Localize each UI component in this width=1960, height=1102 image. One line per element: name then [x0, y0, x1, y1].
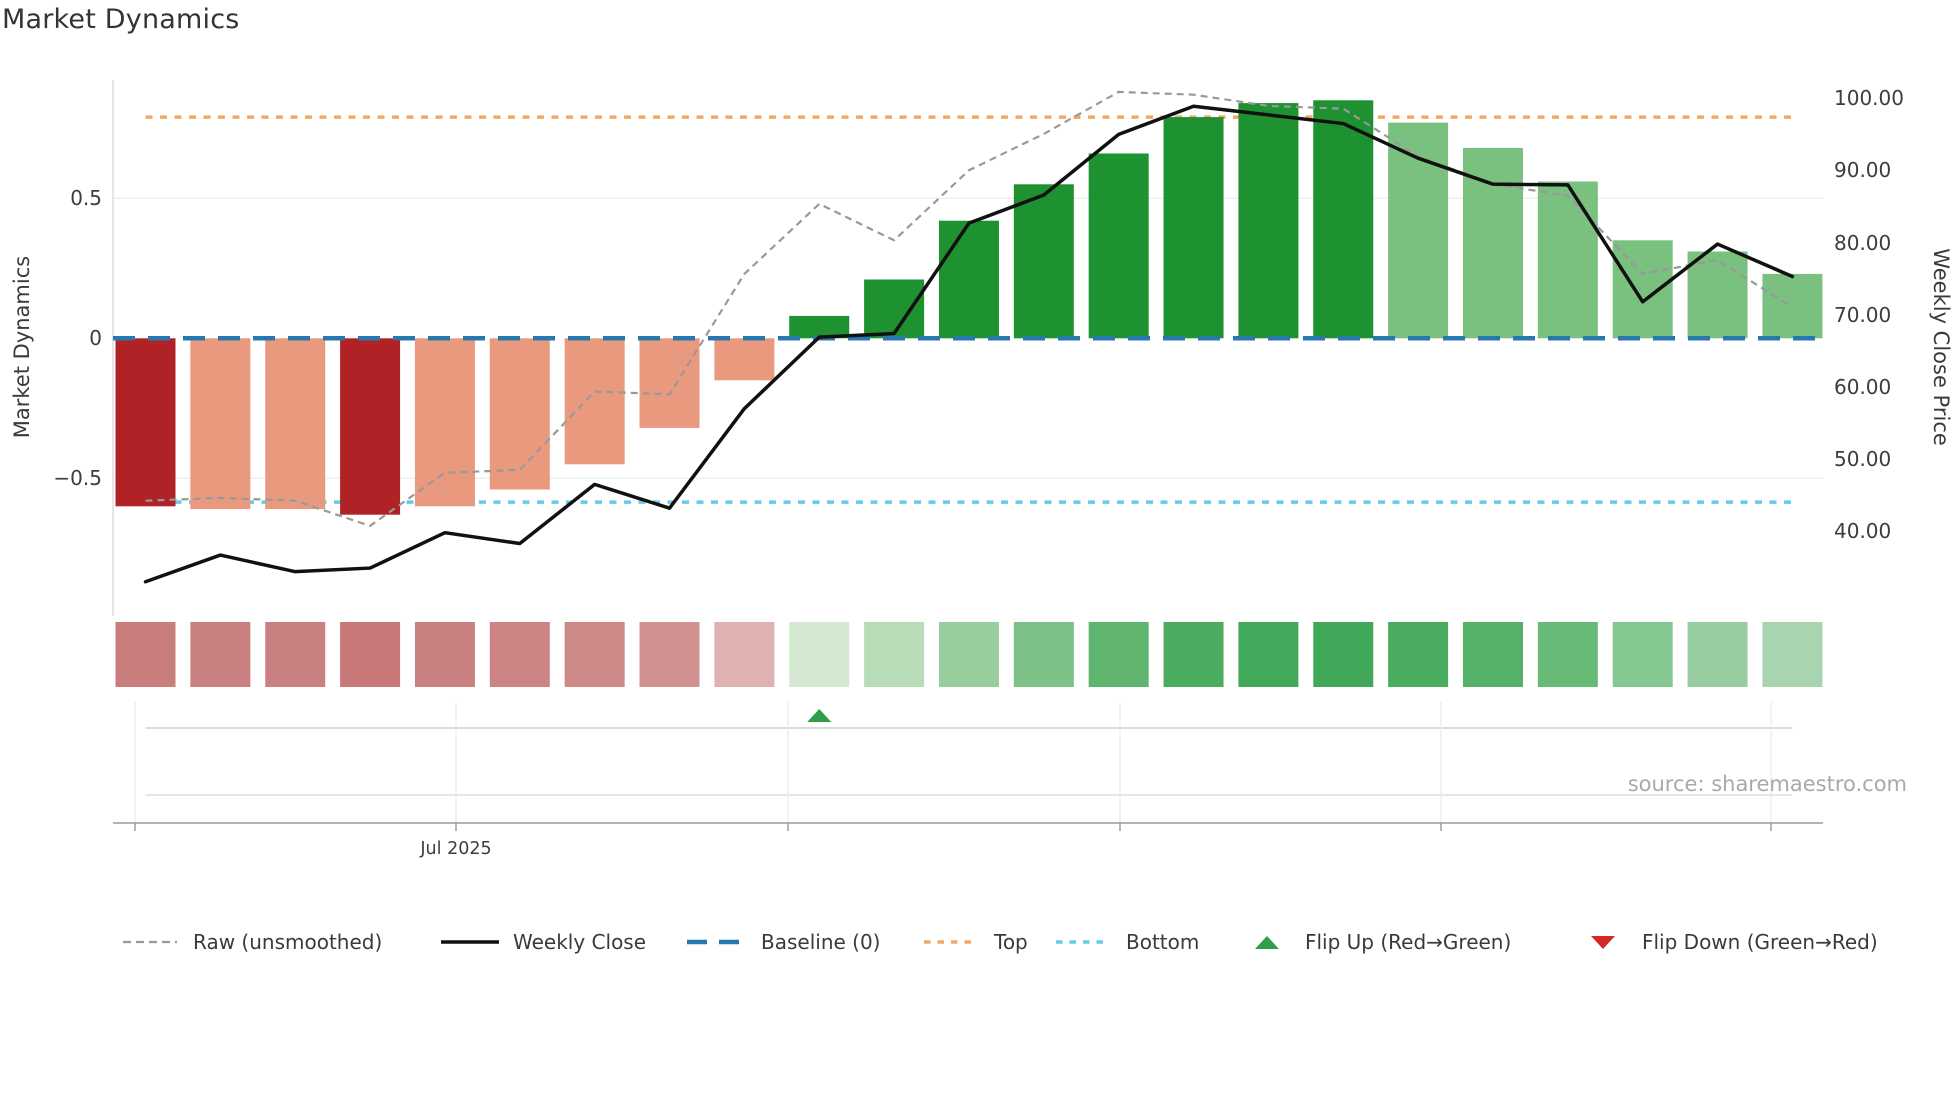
bar-week-14 [1163, 117, 1224, 339]
legend-swatch-baseline-0 [687, 939, 743, 945]
heatmap-cell-15 [1238, 622, 1299, 687]
heatmap-cell-8 [714, 622, 775, 687]
heatmap-cell-9 [789, 622, 850, 687]
weekly-close-line [143, 104, 1795, 584]
heatmap-cell-22 [1762, 622, 1823, 687]
bar-week-15 [1238, 103, 1299, 339]
legend-label-weekly-close: Weekly Close [513, 930, 647, 954]
bar-week-2 [265, 338, 326, 510]
legend-label-baseline-0: Baseline (0) [761, 930, 881, 954]
heatmap-cell-21 [1687, 622, 1748, 687]
right-tick-80: 80.00 [1834, 231, 1892, 255]
bar-week-19 [1537, 181, 1598, 339]
bar-week-22 [1762, 273, 1823, 339]
right-tick-60: 60.00 [1834, 375, 1892, 399]
heatmap-cell-11 [938, 622, 999, 687]
bar-week-6 [564, 338, 625, 465]
heatmap-cell-3 [340, 622, 401, 687]
source-note: source: sharemaestro.com [1627, 772, 1907, 796]
bar-week-0 [115, 338, 176, 507]
legend-label-top: Top [994, 930, 1028, 954]
right-tick-50: 50.00 [1834, 447, 1892, 471]
month-ticks [134, 702, 1772, 831]
legend-label-raw-unsmoothed: Raw (unsmoothed) [193, 930, 383, 954]
left-tick-0_5: 0.5 [70, 186, 102, 210]
heatmap-strip [115, 622, 1823, 687]
heatmap-cell-14 [1163, 622, 1224, 687]
heatmap-cell-10 [864, 622, 925, 687]
legend-swatch-flip-down-green-red [1591, 936, 1615, 949]
bar-week-3 [340, 338, 401, 515]
bar-week-1 [190, 338, 251, 510]
page-title: Market Dynamics [2, 4, 240, 35]
heatmap-cell-0 [115, 622, 176, 687]
legend-swatch-weekly-close [441, 940, 499, 944]
bar-week-4 [414, 338, 475, 507]
heatmap-cell-12 [1013, 622, 1074, 687]
left-tick-0: 0 [89, 326, 102, 350]
bar-week-11 [938, 220, 999, 339]
right-tick-70: 70.00 [1834, 303, 1892, 327]
heatmap-cell-5 [489, 622, 550, 687]
legend-swatch-top [924, 940, 976, 944]
heatmap-cell-7 [639, 622, 700, 687]
bar-week-20 [1612, 240, 1673, 339]
heatmap-cell-4 [414, 622, 475, 687]
bar-week-7 [639, 338, 700, 428]
bar-week-18 [1462, 147, 1523, 339]
heatmap-cell-19 [1537, 622, 1598, 687]
heatmap-cell-2 [265, 622, 326, 687]
legend-swatch-bottom [1056, 940, 1109, 944]
bar-week-16 [1313, 100, 1374, 339]
bar-week-21 [1687, 251, 1748, 339]
legend-label-flip-up-red-green: Flip Up (Red→Green) [1305, 930, 1512, 954]
bar-week-10 [864, 279, 925, 339]
heatmap-cell-20 [1612, 622, 1673, 687]
x-axis-month-label: Jul 2025 [420, 839, 492, 859]
heatmap-cell-16 [1313, 622, 1374, 687]
flip-up-marker [807, 709, 832, 722]
legend-label-flip-down-green-red: Flip Down (Green→Red) [1642, 930, 1878, 954]
left-tick-neg0_5: −0.5 [53, 466, 102, 490]
right-tick-40: 40.00 [1834, 519, 1892, 543]
heatmap-cell-1 [190, 622, 251, 687]
bar-week-8 [714, 338, 775, 381]
bar-week-9 [789, 315, 850, 339]
heatmap-cell-6 [564, 622, 625, 687]
bar-week-12 [1013, 184, 1074, 339]
oscillator-bars [115, 100, 1823, 515]
right-tick-100: 100.00 [1834, 86, 1904, 110]
bar-week-13 [1088, 153, 1149, 339]
heatmap-cell-13 [1088, 622, 1149, 687]
bar-week-5 [489, 338, 550, 490]
right-tick-90: 90.00 [1834, 158, 1892, 182]
legend-swatch-flip-up-red-green [1255, 936, 1279, 949]
heatmap-cell-17 [1388, 622, 1449, 687]
heatmap-cell-18 [1462, 622, 1523, 687]
legend-label-bottom: Bottom [1126, 930, 1200, 954]
legend-swatch-raw-unsmoothed [123, 940, 177, 944]
raw-line [145, 90, 1794, 528]
